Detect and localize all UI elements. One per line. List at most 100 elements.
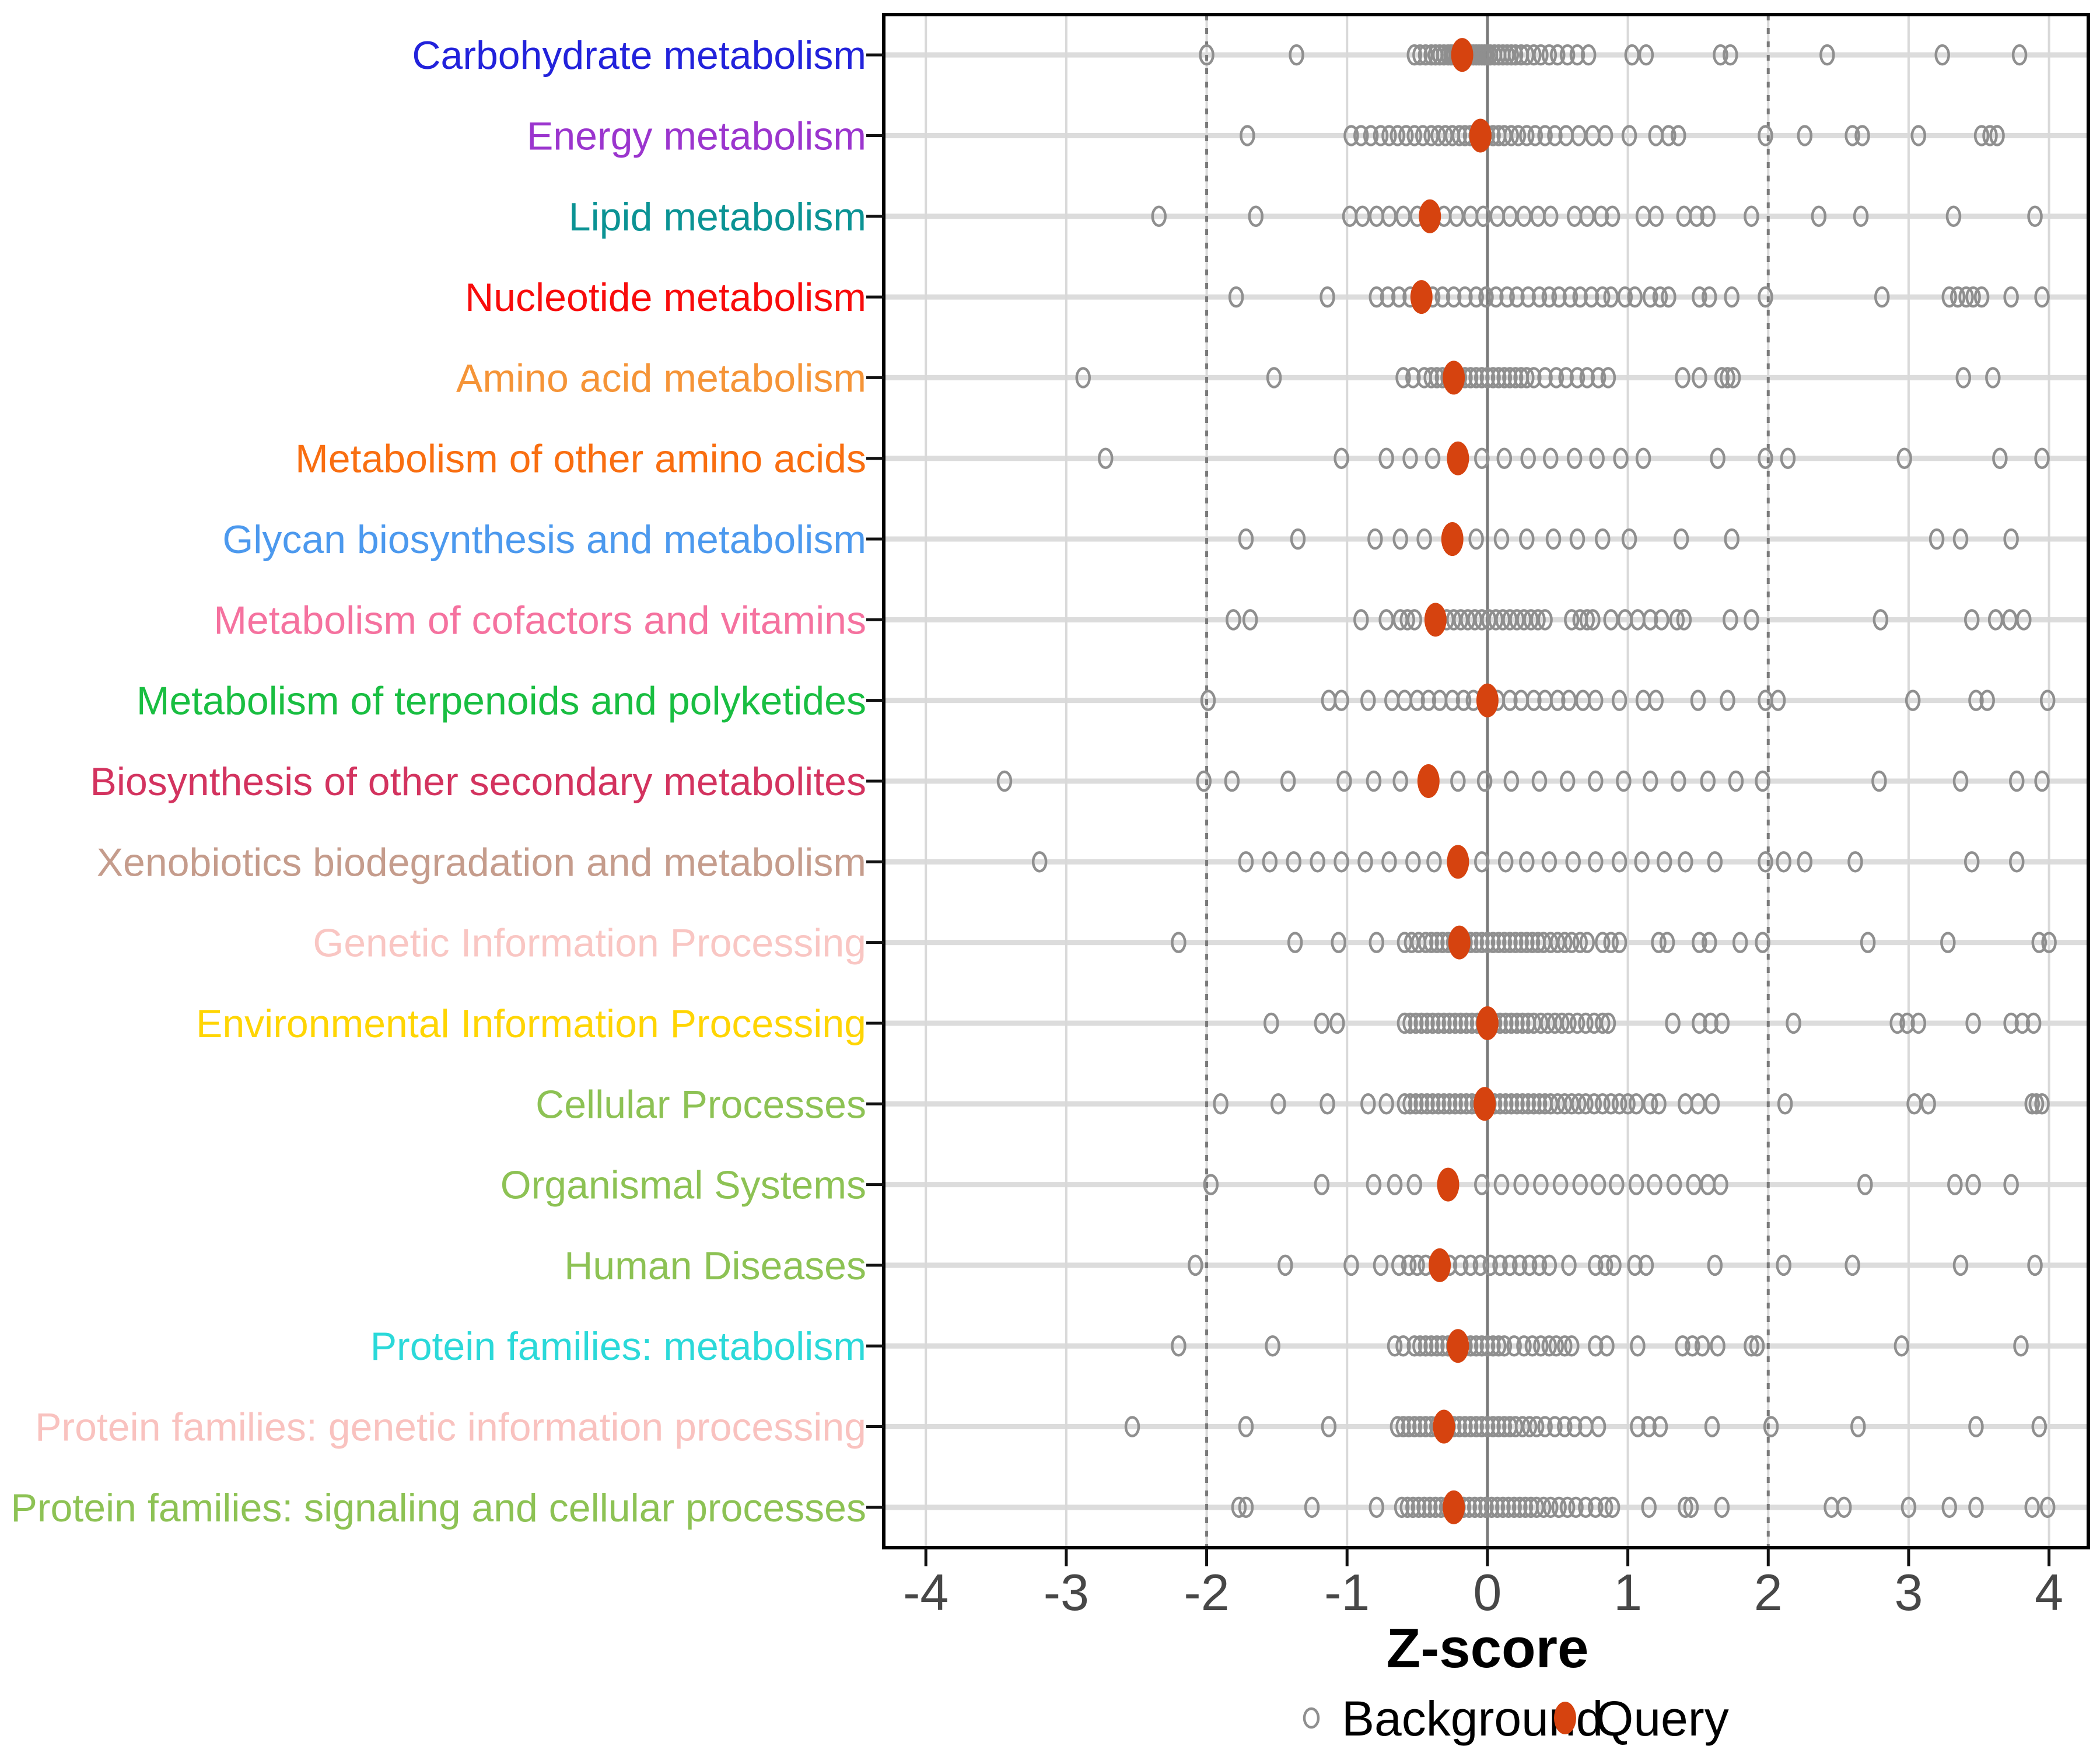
background-point <box>1447 1093 1463 1115</box>
background-point <box>1638 44 1654 66</box>
background-point <box>1548 1335 1564 1357</box>
background-point <box>996 770 1013 792</box>
background-point <box>1561 1012 1577 1034</box>
background-point <box>1401 1254 1417 1276</box>
background-point <box>1770 690 1786 711</box>
background-point <box>1502 367 1518 389</box>
background-point <box>1151 205 1167 228</box>
background-point <box>1758 125 1773 146</box>
background-point <box>1557 1335 1573 1357</box>
background-point <box>1545 528 1562 550</box>
background-point <box>2009 770 2025 792</box>
background-point <box>1380 286 1396 308</box>
background-point <box>1496 1335 1513 1357</box>
background-point <box>1479 1416 1496 1437</box>
background-point <box>1366 1174 1382 1195</box>
background-point <box>1548 367 1564 389</box>
background-point <box>1520 1093 1536 1115</box>
background-point <box>1353 609 1369 631</box>
query-point <box>1437 1167 1460 1202</box>
background-point <box>1600 1012 1616 1034</box>
background-point <box>1528 1416 1545 1437</box>
background-point <box>1262 851 1278 873</box>
query-point <box>1451 38 1474 72</box>
background-point <box>1497 1093 1514 1115</box>
background-point <box>1758 286 1773 308</box>
background-point <box>2025 1012 2042 1034</box>
query-point <box>1476 683 1499 718</box>
legend-background-marker-icon <box>1303 1707 1320 1729</box>
x-tick-label: -3 <box>1044 1563 1089 1621</box>
background-point <box>1503 125 1520 146</box>
x-tick-label: 2 <box>1754 1563 1783 1621</box>
background-point <box>1641 1416 1657 1437</box>
background-point <box>1603 932 1619 953</box>
background-point <box>1700 770 1716 792</box>
background-point <box>1675 1335 1690 1357</box>
background-point <box>1724 528 1740 550</box>
background-point <box>1630 1335 1646 1357</box>
legend-query-label: Query <box>1595 1691 1729 1746</box>
background-point <box>1526 690 1542 711</box>
background-point <box>1320 286 1335 308</box>
background-point <box>1968 1416 1984 1437</box>
background-point <box>1188 1254 1203 1276</box>
background-point <box>1517 1496 1534 1518</box>
background-point <box>1248 205 1264 228</box>
background-point <box>1373 1254 1389 1276</box>
background-point <box>1561 1254 1577 1276</box>
background-point <box>1485 1335 1501 1357</box>
background-point <box>1551 1496 1567 1518</box>
background-point <box>2003 1174 2019 1195</box>
background-point <box>1479 1335 1496 1357</box>
background-point <box>1558 367 1574 389</box>
category-label: Human Diseases <box>564 1244 866 1288</box>
background-point <box>1490 1335 1507 1357</box>
background-point <box>1098 447 1114 469</box>
background-point <box>1627 286 1643 308</box>
background-point <box>1409 690 1425 711</box>
x-tick-label: -4 <box>903 1563 949 1621</box>
background-point <box>1367 528 1383 550</box>
background-point <box>1670 770 1686 792</box>
background-point <box>1514 1012 1531 1034</box>
background-point <box>1265 1335 1280 1357</box>
background-point <box>1424 447 1441 469</box>
background-point <box>1571 1093 1587 1115</box>
background-point <box>1589 447 1605 469</box>
background-point <box>1199 44 1214 66</box>
background-point <box>1713 44 1728 66</box>
background-point <box>1238 851 1254 873</box>
background-point <box>1343 125 1359 146</box>
background-point <box>1537 125 1553 146</box>
background-point <box>1366 770 1382 792</box>
background-point <box>1776 851 1791 873</box>
background-point <box>1535 1496 1552 1518</box>
background-point <box>1264 1012 1279 1034</box>
query-point <box>1419 199 1441 233</box>
background-point <box>1502 1254 1518 1276</box>
background-point <box>1412 44 1428 66</box>
query-point <box>1476 1006 1499 1040</box>
category-label: Energy metabolism <box>527 114 866 158</box>
background-point <box>1231 1496 1247 1518</box>
background-point <box>1989 125 2005 146</box>
background-point <box>1559 770 1576 792</box>
background-point <box>1547 125 1563 146</box>
background-point <box>1490 367 1507 389</box>
category-label: Protein families: genetic information pr… <box>35 1405 866 1450</box>
background-point <box>1894 1335 1910 1357</box>
background-point <box>1396 1093 1413 1115</box>
background-point <box>1408 1093 1424 1115</box>
background-point <box>1468 1416 1484 1437</box>
background-point <box>1441 1012 1458 1034</box>
background-point <box>1472 1496 1489 1518</box>
background-point <box>1651 932 1667 953</box>
background-point <box>1656 851 1672 873</box>
background-point <box>1537 367 1553 389</box>
background-point <box>1426 851 1442 873</box>
background-point <box>1609 1174 1625 1195</box>
background-point <box>1910 125 1927 146</box>
background-point <box>1468 528 1484 550</box>
